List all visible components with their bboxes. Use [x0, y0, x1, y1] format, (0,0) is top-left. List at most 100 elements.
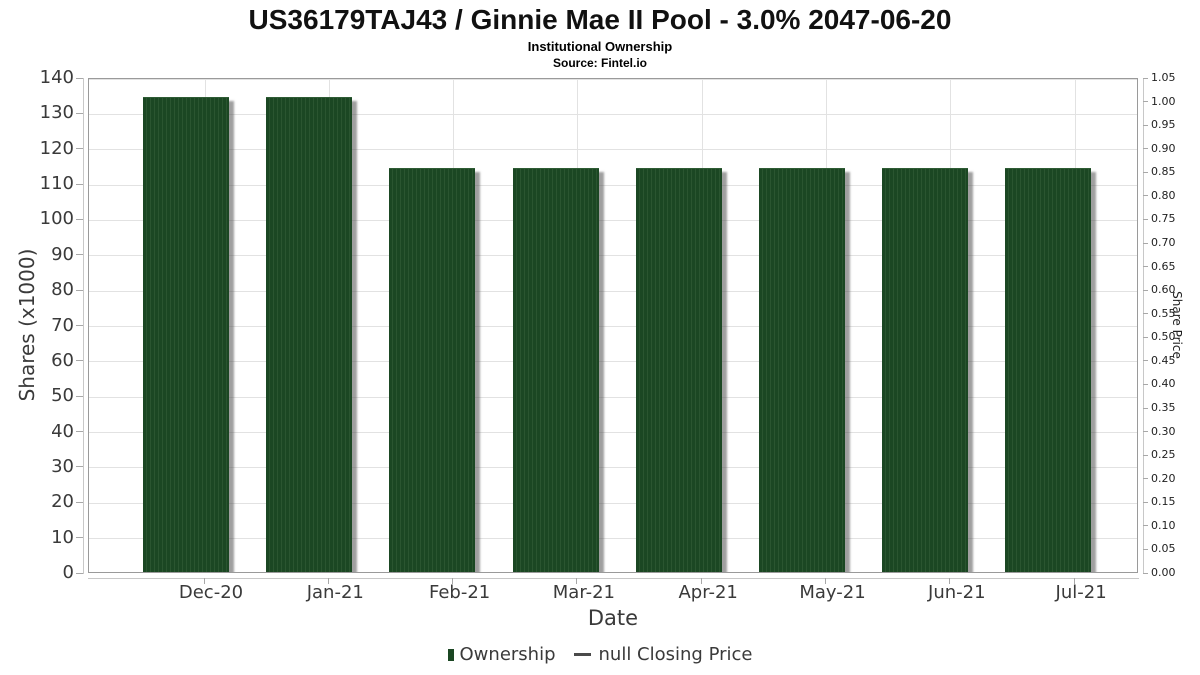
y-left-tick-label: 90	[51, 243, 74, 265]
y-right-tick-mark	[1143, 289, 1148, 291]
bar-mar-21	[512, 167, 599, 572]
y-right-tick-mark	[1143, 431, 1148, 433]
y-right-tick-mark	[1143, 383, 1148, 385]
y-axis-title-right: Share Price	[1170, 291, 1184, 359]
x-tick-mark	[949, 578, 951, 584]
x-tick-label: Mar-21	[552, 582, 615, 603]
bar-jan-21	[266, 97, 353, 572]
y-right-tick-label: 0.40	[1151, 377, 1176, 391]
h-gridline	[89, 467, 1137, 469]
y-left-tick-mark	[76, 360, 83, 362]
legend-label: Ownership	[459, 644, 556, 665]
y-left-tick-mark	[76, 289, 83, 291]
h-gridline	[89, 290, 1137, 292]
h-gridline	[89, 396, 1137, 398]
y-left-tick-mark	[76, 112, 83, 114]
y-left-tick-label: 40	[51, 420, 74, 442]
h-gridline	[89, 219, 1137, 221]
y-left-tick-mark	[76, 325, 83, 326]
y-left-tick-label: 10	[51, 526, 74, 548]
h-gridline	[89, 255, 1137, 257]
y-left-tick-mark	[76, 148, 83, 150]
bar-apr-21	[635, 167, 722, 572]
y-left-tick-label: 0	[62, 562, 74, 583]
h-gridline	[89, 502, 1137, 504]
left-axis-ticks	[76, 77, 83, 574]
y-left-tick-label: 130	[39, 102, 74, 124]
x-tick-label: Jun-21	[928, 582, 986, 603]
y-right-tick-label: 0.10	[1151, 518, 1176, 532]
y-right-tick-mark	[1143, 195, 1148, 197]
x-tick-label: May-21	[799, 582, 866, 603]
y-left-tick-mark	[76, 572, 83, 574]
y-right-tick-label: 0.35	[1151, 401, 1176, 414]
y-right-tick-label: 0.15	[1151, 495, 1176, 509]
y-left-tick-label: 20	[51, 491, 74, 513]
y-left-tick-mark	[76, 183, 83, 185]
y-right-tick-label: 0.95	[1151, 118, 1176, 132]
chart-source: Source: Fintel.io	[552, 56, 647, 70]
y-left-tick-mark	[76, 501, 83, 503]
y-right-tick-mark	[1143, 101, 1148, 103]
x-tick-label: Feb-21	[428, 582, 491, 603]
x-tick-mark	[203, 578, 205, 584]
y-left-tick-mark	[76, 537, 83, 539]
right-axis-line	[1143, 78, 1144, 574]
x-tick-mark	[825, 578, 826, 584]
bar-may-21	[759, 167, 845, 572]
bar-dec-20	[143, 97, 229, 572]
y-left-tick-mark	[76, 395, 83, 397]
y-axis-title-left: Shares (x1000)	[15, 248, 39, 402]
y-right-tick-label: 0.45	[1151, 353, 1176, 367]
bar-jun-21	[882, 167, 969, 572]
y-right-tick-mark	[1143, 148, 1148, 150]
chart-header: US36179TAJ43 / Ginnie Mae II Pool - 3.0%…	[0, 0, 1200, 70]
h-gridline	[89, 361, 1137, 363]
y-right-tick-label: 0.55	[1151, 306, 1176, 320]
legend-label: null Closing Price	[598, 644, 753, 665]
legend-swatch-icon	[447, 648, 454, 661]
h-gridline	[89, 326, 1137, 327]
y-right-tick-label: 0.25	[1151, 448, 1176, 462]
y-right-tick-mark	[1143, 548, 1148, 550]
y-left-tick-mark	[76, 77, 83, 79]
y-right-tick-mark	[1143, 242, 1148, 244]
y-right-tick-mark	[1143, 407, 1148, 409]
left-axis-line	[83, 78, 84, 574]
y-left-tick-label: 30	[51, 455, 74, 477]
y-right-tick-label: 0.85	[1151, 165, 1176, 179]
x-axis-labels: Dec-20 Jan-21 Feb-21 Mar-21 Apr-21 May-21 Jun-…	[88, 582, 1138, 606]
y-left-tick-label: 120	[39, 137, 74, 159]
y-right-tick-label: 0.70	[1151, 236, 1176, 249]
x-tick-label: Jan-21	[306, 582, 364, 603]
y-right-tick-mark	[1143, 171, 1148, 173]
y-right-tick-mark	[1143, 77, 1148, 79]
x-tick-label: Jul-21	[1055, 582, 1107, 603]
y-right-tick-mark	[1143, 525, 1148, 527]
h-gridline	[89, 184, 1137, 186]
y-right-tick-mark	[1143, 336, 1148, 338]
y-left-tick-mark	[76, 431, 83, 433]
y-right-tick-label: 0.75	[1151, 212, 1176, 226]
y-right-tick-label: 1.05	[1151, 71, 1176, 84]
legend-line-icon	[573, 653, 591, 656]
chart-subtitle: Institutional Ownership	[527, 39, 673, 54]
bar-feb-21	[389, 167, 476, 572]
x-tick-mark	[452, 578, 454, 584]
y-right-tick-label: 0.50	[1151, 330, 1176, 344]
y-left-tick-mark	[76, 254, 83, 256]
x-tick-mark	[327, 578, 329, 584]
y-right-tick-label: 0.00	[1151, 566, 1176, 579]
bar-jul-21	[1005, 167, 1092, 572]
y-right-tick-mark	[1143, 124, 1148, 126]
y-right-tick-label: 0.20	[1151, 471, 1176, 485]
y-left-tick-label: 50	[51, 385, 74, 407]
y-right-tick-label: 1.00	[1151, 94, 1176, 108]
h-gridline	[89, 113, 1137, 115]
y-right-tick-label: 0.80	[1151, 188, 1176, 202]
y-left-tick-label: 80	[51, 279, 74, 301]
x-axis-line	[88, 578, 1139, 579]
chart-title: US36179TAJ43 / Ginnie Mae II Pool - 3.0%…	[248, 4, 952, 35]
left-axis-labels: 0 10 20 30 40 50 60 70 80 90 100 110 120 130 140	[0, 67, 74, 583]
right-axis-labels: 0.00 0.05 0.10 0.15 0.20 0.25 0.30 0.35 0.40 0.45…	[1151, 71, 1191, 579]
